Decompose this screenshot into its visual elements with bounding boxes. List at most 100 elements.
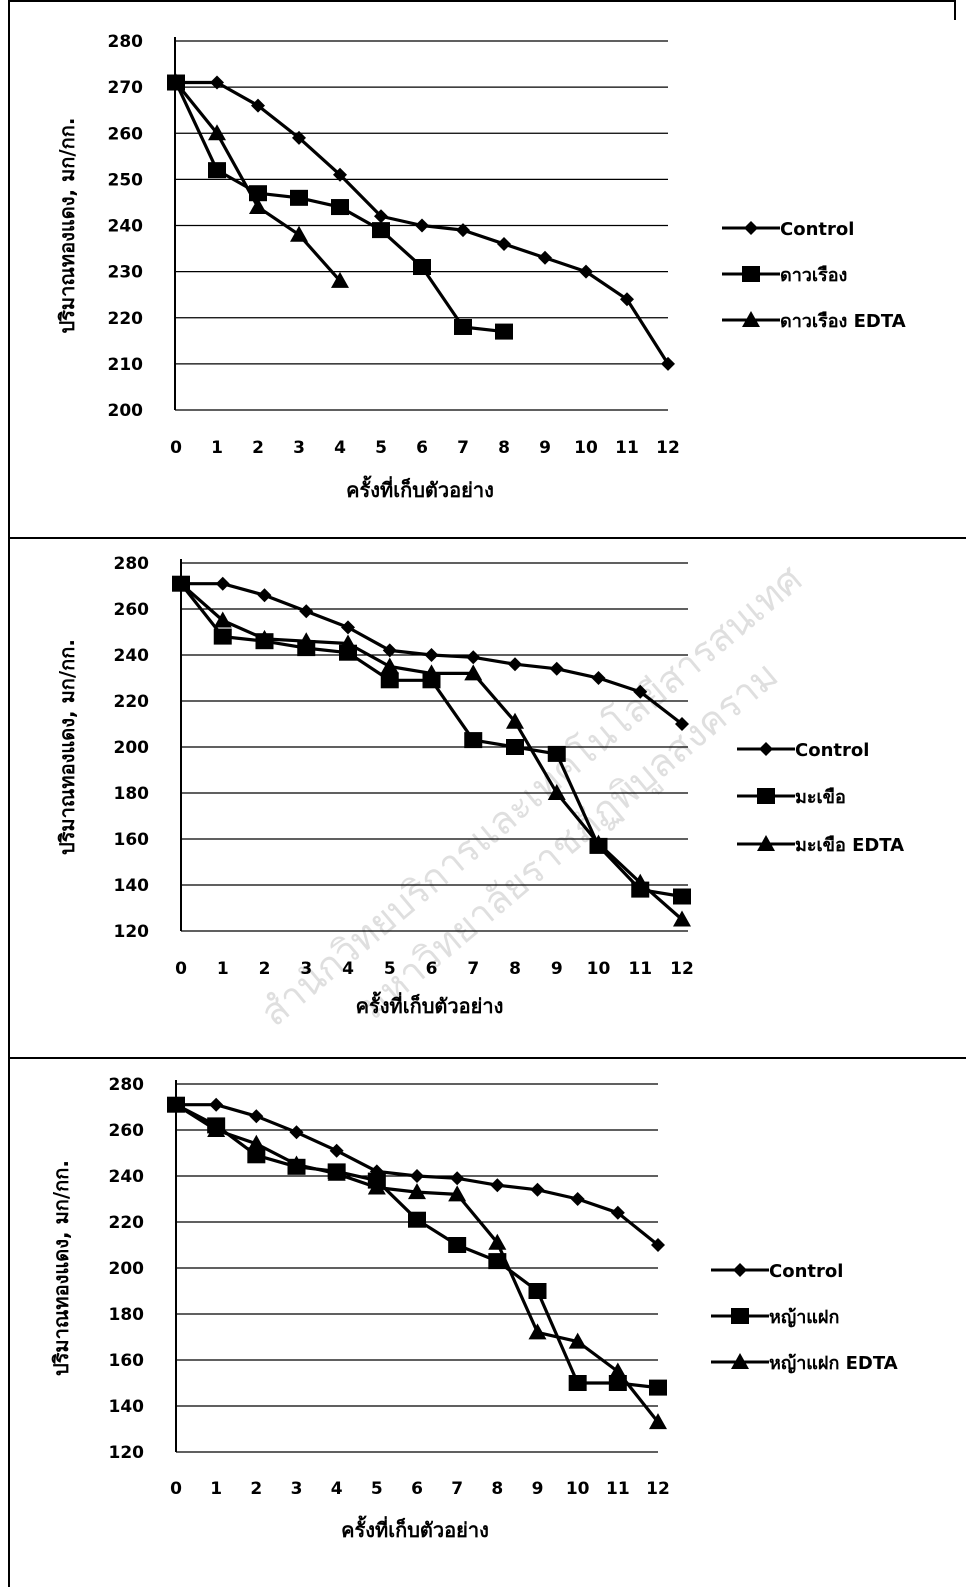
data-point-marker	[408, 1183, 426, 1200]
x-tick-label: 7	[467, 959, 479, 979]
y-tick-label: 140	[109, 1397, 145, 1417]
y-tick-label: 240	[109, 1167, 145, 1187]
x-tick-label: 7	[451, 1479, 463, 1499]
y-tick-label: 210	[108, 355, 144, 375]
y-tick-label: 220	[114, 692, 150, 712]
data-point-marker	[207, 1121, 226, 1137]
x-axis-label: ครั้งที่เก็บตัวอย่าง	[356, 991, 504, 1018]
y-tick-label: 140	[114, 876, 150, 896]
data-point-marker	[568, 1375, 587, 1391]
data-point-marker	[508, 657, 522, 672]
data-point-marker	[415, 218, 429, 233]
data-point-marker	[333, 167, 347, 182]
data-point-marker	[292, 130, 306, 145]
legend-label: Control	[795, 740, 869, 761]
legend-label: หญ้าแฝก	[769, 1307, 839, 1328]
y-tick-label: 180	[109, 1305, 145, 1325]
x-tick-label: 4	[331, 1479, 343, 1499]
x-tick-label: 2	[250, 1479, 262, 1499]
x-tick-label: 6	[416, 438, 428, 458]
legend-label: มะเขือ	[795, 787, 846, 808]
y-tick-label: 260	[108, 124, 144, 144]
data-point-marker	[547, 745, 566, 762]
x-tick-label: 4	[342, 959, 354, 979]
series-3	[167, 1095, 667, 1430]
data-point-marker	[172, 574, 190, 591]
x-tick-label: 0	[170, 438, 182, 458]
data-point-marker	[209, 1097, 224, 1112]
x-tick-label: 10	[566, 1479, 590, 1499]
data-point-marker	[649, 1413, 667, 1430]
data-point-marker	[210, 75, 224, 90]
x-tick-label: 6	[426, 959, 438, 979]
data-point-marker	[549, 661, 564, 676]
data-point-marker	[410, 1169, 424, 1183]
legend-marker	[731, 1353, 749, 1369]
y-tick-label: 160	[114, 830, 150, 850]
data-point-marker	[372, 222, 390, 239]
legend-marker	[742, 266, 760, 282]
data-point-marker	[633, 684, 648, 699]
y-axis-label: ปริมาณทองแดง, มก/กก.	[49, 1160, 73, 1376]
data-point-marker	[290, 225, 308, 242]
data-point-marker	[331, 271, 349, 288]
legend-marker	[757, 788, 775, 804]
data-point-marker	[528, 1323, 547, 1340]
x-tick-label: 11	[615, 438, 639, 458]
data-point-marker	[374, 209, 388, 224]
x-tick-label: 6	[411, 1479, 423, 1499]
legend-label: Control	[780, 219, 854, 240]
data-point-marker	[424, 648, 439, 662]
x-tick-label: 12	[646, 1479, 670, 1499]
data-point-marker	[422, 664, 441, 681]
data-point-marker	[608, 1362, 627, 1379]
y-tick-label: 240	[108, 217, 144, 237]
data-point-marker	[490, 1178, 505, 1193]
data-point-marker	[341, 620, 355, 635]
data-point-marker	[673, 910, 691, 927]
x-tick-label: 0	[175, 959, 187, 979]
data-point-marker	[213, 628, 232, 645]
data-point-marker	[506, 739, 524, 755]
data-point-marker	[249, 1109, 264, 1124]
data-point-marker	[610, 1205, 625, 1220]
y-tick-label: 220	[108, 309, 144, 329]
y-tick-label: 220	[109, 1213, 145, 1233]
data-point-marker	[215, 576, 230, 591]
legend-label: ดาวเรือง EDTA	[780, 311, 906, 332]
x-tick-label: 4	[334, 438, 346, 458]
x-tick-label: 5	[384, 959, 396, 979]
x-tick-label: 8	[498, 438, 510, 458]
y-tick-label: 280	[109, 1075, 145, 1095]
y-tick-label: 280	[108, 32, 144, 52]
y-tick-label: 200	[114, 738, 150, 758]
legend-marker	[757, 835, 775, 851]
data-point-marker	[589, 834, 608, 851]
data-point-marker	[631, 873, 650, 890]
legend-marker	[733, 1263, 747, 1277]
data-point-marker	[367, 1178, 386, 1195]
data-point-marker	[450, 1171, 465, 1186]
data-point-marker	[380, 672, 399, 689]
data-point-marker	[289, 1125, 304, 1140]
x-tick-label: 10	[574, 438, 598, 458]
x-tick-label: 7	[457, 438, 469, 458]
data-point-marker	[208, 162, 226, 179]
x-tick-label: 2	[259, 959, 271, 979]
legend-marker	[744, 221, 758, 235]
data-point-marker	[382, 643, 397, 658]
y-tick-label: 160	[109, 1351, 145, 1371]
data-point-marker	[297, 632, 316, 649]
x-axis-label: ครั้งที่เก็บตัวอย่าง	[346, 475, 494, 502]
legend-marker	[742, 311, 760, 327]
x-tick-label: 5	[375, 438, 387, 458]
x-tick-label: 0	[170, 1479, 182, 1499]
x-tick-label: 12	[670, 959, 694, 979]
data-point-marker	[299, 604, 314, 619]
data-point-marker	[506, 712, 524, 729]
legend-label: Control	[769, 1261, 843, 1282]
